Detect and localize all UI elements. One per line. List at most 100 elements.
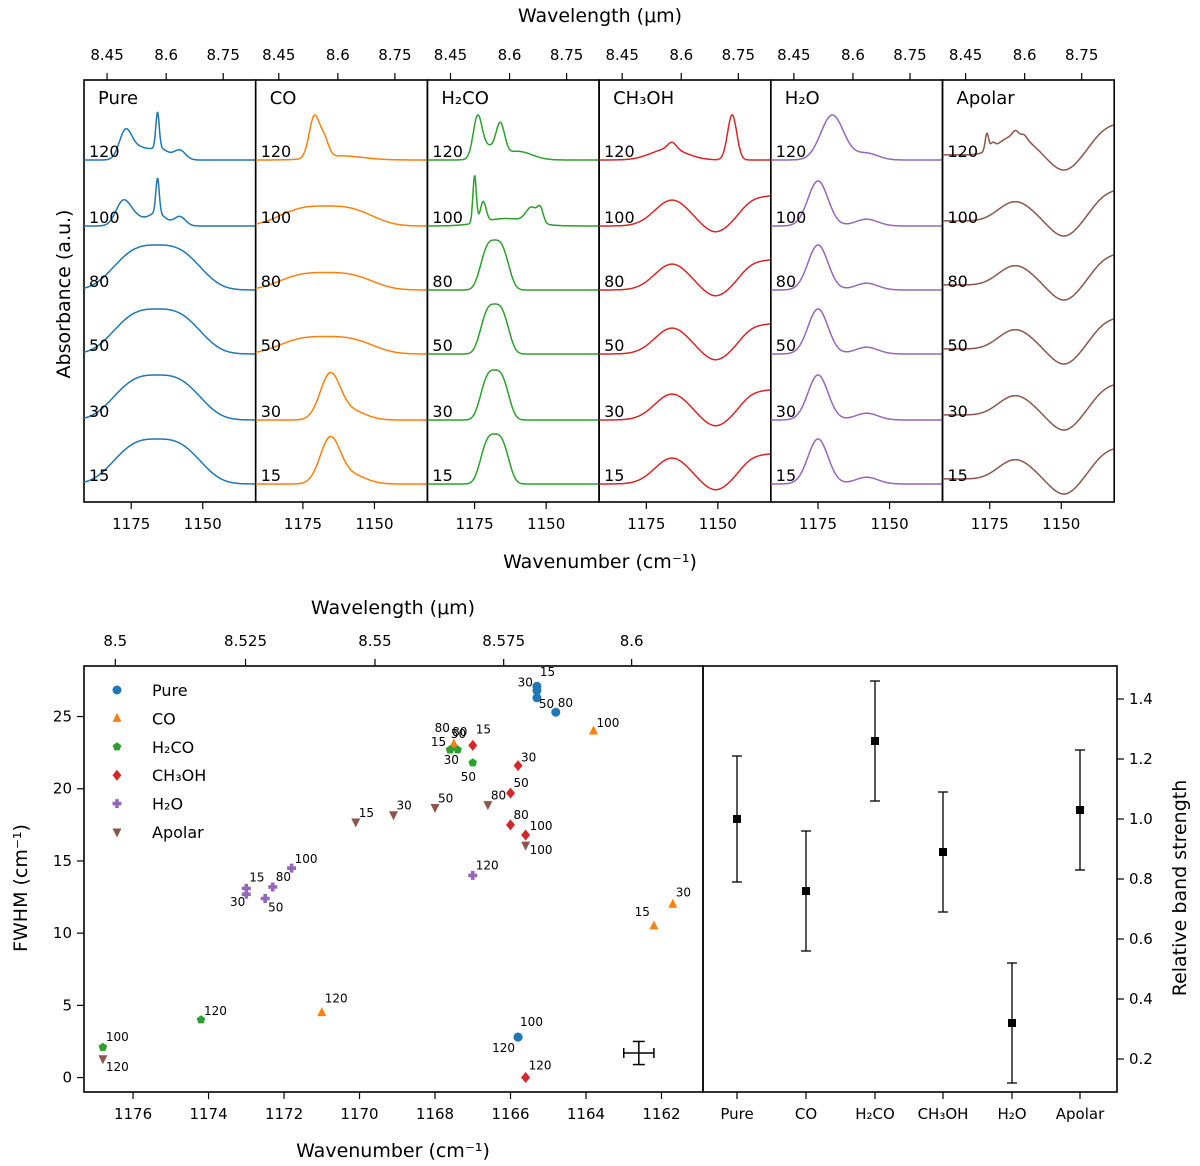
spectrum-line-30 bbox=[84, 374, 256, 421]
top-tick-label: 8.75 bbox=[550, 46, 583, 64]
point-label: 15 bbox=[431, 735, 446, 749]
point-label: 100 bbox=[106, 1030, 129, 1044]
typical-error-bar bbox=[622, 1040, 655, 1066]
y-tick-label: 5 bbox=[62, 996, 72, 1014]
scatter-point bbox=[532, 693, 542, 703]
spectrum-line-50 bbox=[942, 318, 1114, 365]
temperature-label: 30 bbox=[948, 402, 968, 421]
scatter-point bbox=[521, 1072, 531, 1084]
temperature-label: 15 bbox=[261, 466, 281, 485]
spectrum-line-80 bbox=[599, 259, 771, 297]
point-label: 50 bbox=[438, 792, 453, 806]
point-label: 15 bbox=[635, 905, 650, 919]
spectrum-line-15 bbox=[942, 448, 1114, 495]
point-label: 15 bbox=[476, 722, 491, 736]
spectrum-line-120 bbox=[427, 114, 599, 161]
temperature-label: 50 bbox=[432, 336, 452, 355]
band-strength-plot: Relative band strength 0.2 0.4 0.6 0.8 1.0 1.… bbox=[702, 665, 1191, 1123]
legend-marker bbox=[112, 742, 122, 751]
strength-point bbox=[1076, 806, 1084, 814]
y-tick-label: 20 bbox=[53, 780, 72, 798]
panel-title: H₂O bbox=[785, 88, 820, 109]
scatter-point bbox=[389, 811, 398, 821]
x-tick-label: 1175 bbox=[284, 515, 322, 533]
spectrum-line-30 bbox=[599, 389, 771, 427]
panel-title: H₂CO bbox=[441, 88, 489, 109]
x-tick-label: 1150 bbox=[527, 515, 565, 533]
category-label: CO bbox=[795, 1105, 817, 1123]
scatter-point bbox=[551, 707, 561, 717]
scatter-wavelength-axis-label: Wavelength (μm) bbox=[311, 597, 475, 619]
x-tick-label: 1164 bbox=[567, 1105, 605, 1123]
spectrum-line-100 bbox=[84, 177, 256, 227]
scatter-point bbox=[98, 1055, 108, 1065]
scatter-point bbox=[241, 889, 251, 899]
temperature-label: 100 bbox=[261, 208, 292, 227]
y-tick-label: 0.6 bbox=[1129, 930, 1153, 948]
y-tick-label: 0.8 bbox=[1129, 870, 1153, 888]
legend-label: CO bbox=[152, 709, 176, 728]
top-tick-label: 8.45 bbox=[90, 46, 123, 64]
scatter-point bbox=[453, 745, 462, 754]
spectrum-line-120 bbox=[770, 114, 942, 161]
scatter-series: 15 30 50 80 100 120 bbox=[230, 852, 499, 914]
top-tick-label: 8.45 bbox=[434, 46, 467, 64]
y-tick-label: 10 bbox=[53, 924, 72, 942]
spectrum-line-30 bbox=[255, 371, 427, 421]
top-tick-label: 8.6 bbox=[154, 46, 178, 64]
top-tick-label: 8.45 bbox=[949, 46, 982, 64]
x-tick-label: 1150 bbox=[870, 515, 908, 533]
spectrum-line-100 bbox=[770, 180, 942, 227]
scatter-point bbox=[532, 686, 542, 696]
spectrum-line-100 bbox=[427, 175, 599, 227]
temperature-label: 80 bbox=[261, 272, 281, 291]
point-label: 80 bbox=[514, 808, 529, 822]
spectrum-line-15 bbox=[255, 435, 427, 485]
point-label: 100 bbox=[597, 716, 620, 730]
top-tick-label: 8.75 bbox=[1065, 46, 1098, 64]
x-tick-label: 1150 bbox=[355, 515, 393, 533]
strength-frame bbox=[702, 665, 1118, 1093]
panel-title: Pure bbox=[98, 88, 138, 109]
spectrum-line-30 bbox=[770, 374, 942, 421]
x-tick-label: 1172 bbox=[265, 1105, 303, 1123]
absorbance-axis-label: Absorbance (a.u.) bbox=[53, 210, 75, 379]
spectrum-line-30 bbox=[427, 369, 599, 421]
top-tick-label: 8.75 bbox=[378, 46, 411, 64]
point-label: 100 bbox=[530, 843, 553, 857]
spectrum-line-120 bbox=[942, 124, 1114, 171]
scatter-point bbox=[506, 819, 516, 831]
scatter-point bbox=[430, 804, 440, 814]
panel-title: CO bbox=[270, 88, 297, 109]
spectra-grid: Wavelength (μm) Wavenumber (cm⁻¹) Absorb… bbox=[53, 5, 1115, 573]
spectrum-line-15 bbox=[84, 438, 256, 485]
scatter-point bbox=[513, 1032, 523, 1042]
spectrum-line-120 bbox=[84, 111, 256, 161]
y-tick-label: 0.2 bbox=[1129, 1050, 1153, 1068]
scatter-point bbox=[468, 758, 477, 767]
category-label: CH₃OH bbox=[918, 1105, 969, 1123]
point-label: 120 bbox=[325, 992, 348, 1006]
y-tick-label: 1.0 bbox=[1129, 810, 1153, 828]
spectra-panel: CH₃OH 120 100 80 50 30 15 1175 1150 8.45 8.6 8.75 bbox=[598, 46, 772, 533]
temperature-label: 30 bbox=[432, 402, 452, 421]
x-tick-label: 1170 bbox=[340, 1105, 378, 1123]
point-label: 30 bbox=[397, 799, 412, 813]
scatter-point bbox=[589, 725, 599, 735]
point-label: 100 bbox=[530, 819, 553, 833]
spectrum-line-30 bbox=[942, 384, 1114, 431]
scatter-point bbox=[668, 898, 678, 908]
scatter-point bbox=[513, 760, 523, 772]
category-label: Pure bbox=[720, 1105, 753, 1123]
scatter-point bbox=[649, 920, 659, 930]
category-label: H₂O bbox=[997, 1105, 1026, 1123]
top-tick-label: 8.6 bbox=[498, 46, 522, 64]
scatter-content: 1176 1174 1172 1170 1168 1166 1164 1162 0 5 10 15 20… bbox=[53, 632, 704, 1123]
top-tick-label: 8.5 bbox=[103, 632, 127, 650]
strength-content: 0.2 0.4 0.6 0.8 1.0 1.2 1.4 Pure CO H₂CO CH₃OH H₂O A… bbox=[702, 665, 1153, 1123]
point-label: 120 bbox=[476, 858, 499, 872]
temperature-label: 15 bbox=[432, 466, 452, 485]
spectrum-line-80 bbox=[255, 271, 427, 291]
x-tick-label: 1175 bbox=[112, 515, 150, 533]
top-tick-label: 8.75 bbox=[722, 46, 755, 64]
